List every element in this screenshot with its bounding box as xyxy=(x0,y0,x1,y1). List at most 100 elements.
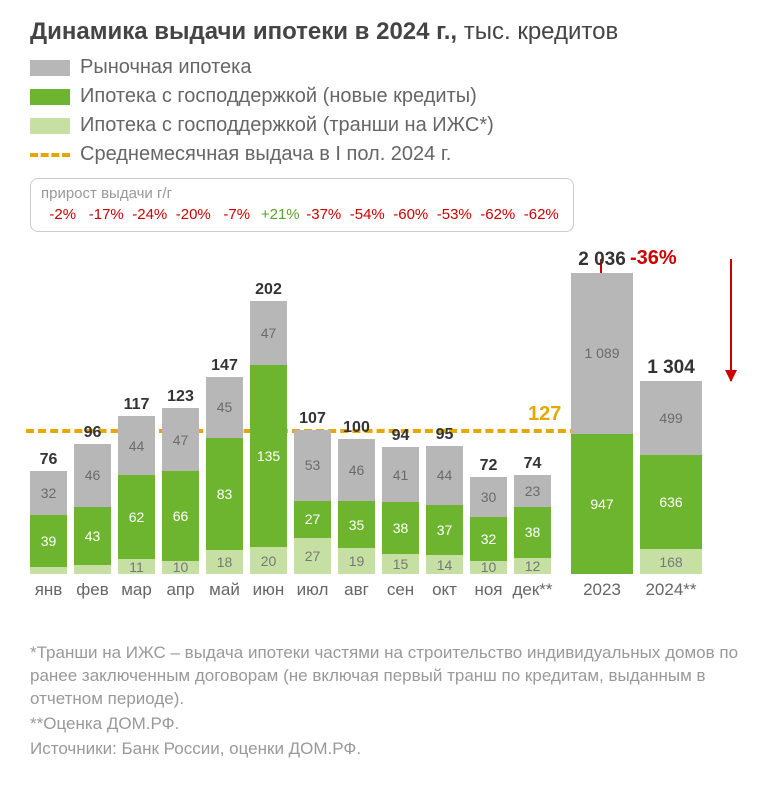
bar-segment-market: 45 xyxy=(206,377,243,438)
footnote-1: *Транши на ИЖС – выдача ипотеки частями … xyxy=(30,642,755,711)
bar-total: 76 xyxy=(40,451,58,469)
month-bar: 2022013547июн xyxy=(250,281,287,600)
bar-segment-tranche: 14 xyxy=(426,555,463,574)
month-bar: 76 3932 янв xyxy=(30,451,67,600)
bar-segment-market: 46 xyxy=(74,444,111,506)
bar-segment-support: 37 xyxy=(426,505,463,555)
bar-month-label: июл xyxy=(297,580,329,600)
legend-swatch xyxy=(30,60,70,76)
bar-segment-market: 32 xyxy=(30,471,67,514)
bar-month-label: сен xyxy=(387,580,414,600)
legend-row: Ипотека с господдержкой (новые кредиты) xyxy=(30,85,755,108)
bar-stack: 4346 xyxy=(74,444,111,574)
bar-segment-market: 23 xyxy=(514,475,551,506)
bar-segment-support: 636 xyxy=(640,455,702,549)
bar-segment-market: 41 xyxy=(382,447,419,502)
bar-stack: 106647 xyxy=(162,408,199,574)
growth-value: -20% xyxy=(172,206,216,223)
footnote-2: **Оценка ДОМ.РФ. xyxy=(30,713,755,736)
bar-segment-tranche: 10 xyxy=(162,561,199,575)
bar-stack: 272753 xyxy=(294,430,331,574)
bar-month-label: май xyxy=(209,580,240,600)
footnotes: *Транши на ИЖС – выдача ипотеки частями … xyxy=(30,642,755,761)
legend-row: Рыночная ипотека xyxy=(30,56,755,79)
bar-segment-tranche: 27 xyxy=(294,538,331,574)
dash-swatch xyxy=(30,153,70,157)
bar-total: 95 xyxy=(436,426,454,444)
bar-segment-market: 499 xyxy=(640,381,702,455)
month-bar: 147 188345 май xyxy=(206,357,243,600)
growth-value: -60% xyxy=(389,206,433,223)
bar-stack: 9471 089 xyxy=(571,273,633,574)
bar-segment-market: 44 xyxy=(426,446,463,505)
bar-month-label: авг xyxy=(344,580,369,600)
bar-year-label: 2023 xyxy=(583,580,621,600)
bar-segment-tranche: 12 xyxy=(514,558,551,574)
bar-segment-market: 47 xyxy=(250,301,287,364)
legend-row: Ипотека с господдержкой (транши на ИЖС*) xyxy=(30,114,755,137)
bar-segment-market: 46 xyxy=(338,439,375,501)
bar-segment-tranche: 18 xyxy=(206,550,243,574)
bar-total: 117 xyxy=(124,396,150,414)
legend-swatch xyxy=(30,118,70,134)
legend-label: Рыночная ипотека xyxy=(80,56,251,79)
bar-month-label: мар xyxy=(121,580,152,600)
bar-segment-support: 83 xyxy=(206,438,243,550)
bar-segment-support: 38 xyxy=(514,507,551,558)
month-bar: 964346фев xyxy=(74,424,111,600)
growth-value: -24% xyxy=(128,206,172,223)
change-arrow xyxy=(730,259,732,381)
bar-total: 107 xyxy=(299,410,326,428)
bar-segment-support: 43 xyxy=(74,507,111,565)
bar-segment-market: 47 xyxy=(162,408,199,471)
title-thin: тыс. кредитов xyxy=(457,18,618,45)
bars-wrap: 763932янв964346фев117116244мар123106647а… xyxy=(30,249,702,600)
bar-stack: 2013547 xyxy=(250,301,287,574)
growth-value: -37% xyxy=(302,206,346,223)
bar-total: 74 xyxy=(524,455,542,473)
bar-segment-support: 39 xyxy=(30,515,67,568)
bar-stack: 103230 xyxy=(470,477,507,574)
bar-month-label: ноя xyxy=(474,580,502,600)
bar-month-label: апр xyxy=(166,580,194,600)
bar-month-label: окт xyxy=(432,580,457,600)
growth-value: -62% xyxy=(476,206,520,223)
bar-total: 94 xyxy=(392,427,410,445)
bar-stack: 123823 xyxy=(514,475,551,574)
legend-avg-line: Среднемесячная выдача в I пол. 2024 г. xyxy=(30,143,755,166)
bar-stack: 153841 xyxy=(382,447,419,574)
bar-segment-market: 1 089 xyxy=(571,273,633,434)
year-bar: 2 0369471 0892023 xyxy=(571,249,633,600)
bar-segment-support: 66 xyxy=(162,471,199,560)
bar-year-label: 2024** xyxy=(645,580,696,600)
bar-segment-support: 35 xyxy=(338,501,375,548)
month-bar: 107 272753 июл xyxy=(294,410,331,600)
bar-month-label: июн xyxy=(253,580,285,600)
bar-total: 72 xyxy=(480,457,498,475)
month-bar: 123106647апр xyxy=(162,388,199,600)
bar-month-label: янв xyxy=(35,580,63,600)
chart-area: 127 -36% 763932янв964346фев117116244мар1… xyxy=(30,238,755,628)
bar-month-label: дек** xyxy=(512,580,552,600)
bar-segment-tranche xyxy=(30,567,67,574)
bar-stack: 3932 xyxy=(30,471,67,574)
bar-segment-tranche: 10 xyxy=(470,561,507,575)
growth-value: -17% xyxy=(85,206,129,223)
month-bar: 74 123823 дек** xyxy=(514,455,551,600)
bar-segment-tranche: 15 xyxy=(382,554,419,574)
bar-total: 100 xyxy=(343,419,370,437)
bar-segment-support: 62 xyxy=(118,475,155,559)
bar-stack: 143744 xyxy=(426,446,463,574)
chart-container: Динамика выдачи ипотеки в 2024 г., тыс. … xyxy=(0,0,777,781)
month-bar: 117116244мар xyxy=(118,396,155,600)
month-bar: 72 103230 ноя xyxy=(470,457,507,600)
growth-value: +21% xyxy=(259,206,303,223)
bar-segment-support: 27 xyxy=(294,501,331,537)
bar-segment-market: 44 xyxy=(118,416,155,475)
legend-avg-label: Среднемесячная выдача в I пол. 2024 г. xyxy=(80,143,451,166)
legend-label: Ипотека с господдержкой (новые кредиты) xyxy=(80,85,477,108)
month-bar: 100193546авг xyxy=(338,419,375,600)
bar-stack: 188345 xyxy=(206,377,243,574)
bar-segment-support: 135 xyxy=(250,365,287,547)
bar-total: 147 xyxy=(211,357,238,375)
